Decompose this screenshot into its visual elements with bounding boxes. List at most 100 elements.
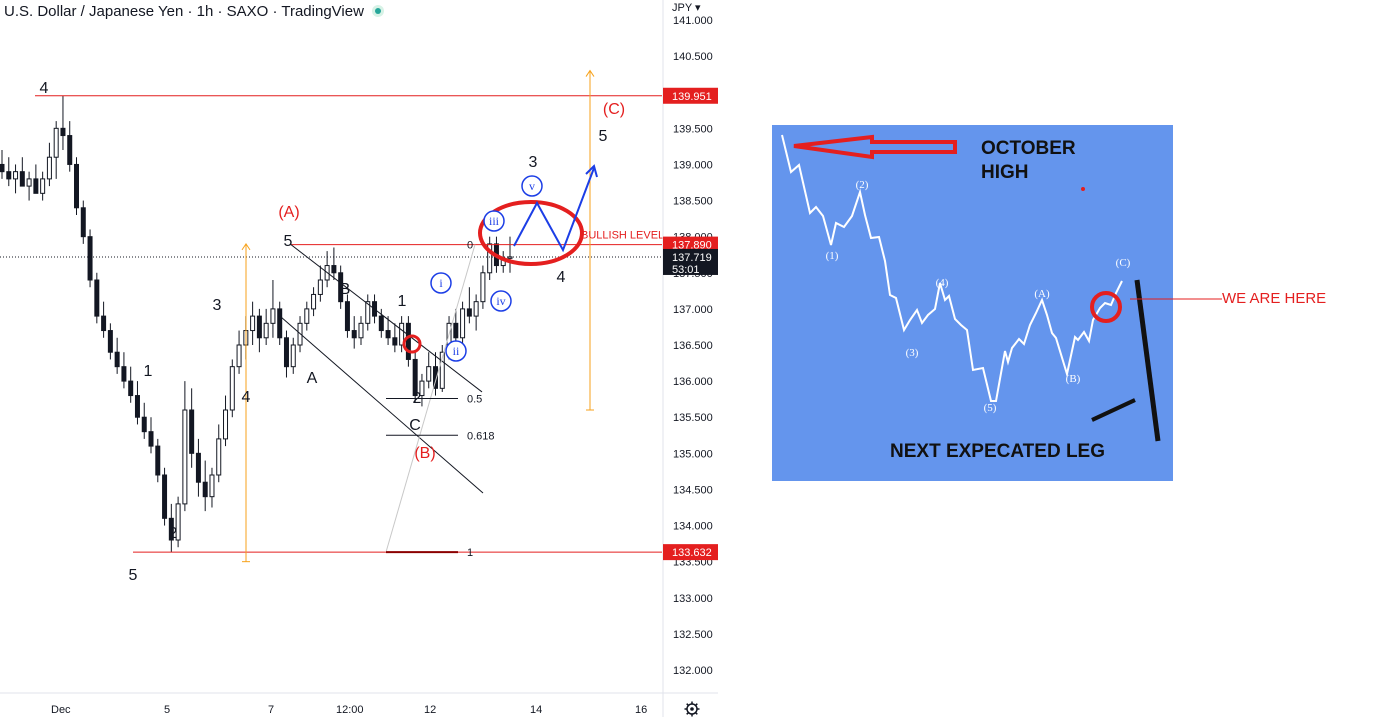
candle [26, 171, 32, 201]
candle [405, 316, 411, 367]
candle [317, 265, 323, 302]
wave-label: 2 [413, 390, 422, 407]
wave-label: 3 [529, 154, 538, 171]
candle [6, 157, 12, 187]
svg-text:53:01: 53:01 [672, 264, 700, 276]
candle [209, 467, 215, 508]
candle [385, 316, 391, 345]
marker-circle [402, 334, 422, 354]
svg-text:iv: iv [496, 294, 505, 308]
wave-label: 1 [144, 363, 153, 380]
y-tick-label: 136.000 [673, 376, 713, 388]
candle [223, 395, 229, 447]
projection-arrow-right[interactable] [585, 69, 595, 411]
x-tick-label: 16 [635, 704, 647, 716]
candle [195, 438, 201, 497]
inset-wave-label: (C) [1116, 257, 1131, 269]
subwave-circle-label: i [430, 272, 452, 294]
candle [283, 330, 289, 378]
y-tick-label: 137.000 [673, 304, 713, 316]
candle [94, 272, 100, 324]
candle [439, 345, 445, 392]
subwave-circle-label: v [521, 175, 543, 197]
candle [487, 236, 493, 280]
y-tick-label: 132.500 [673, 629, 713, 641]
inset-wave-label: (5) [984, 402, 997, 414]
projection-arrow-left[interactable] [241, 242, 251, 563]
we-are-here-callout [1130, 298, 1222, 300]
price-tag[interactable]: 139.951 [663, 87, 718, 104]
fib-label: 0.618 [467, 430, 495, 442]
candle [365, 294, 371, 331]
inset-wave-label: (B) [1066, 373, 1081, 385]
next-leg-line [1134, 279, 1161, 442]
candle [53, 121, 59, 179]
svg-text:iii: iii [489, 214, 500, 228]
wave-label-red: (C) [603, 101, 625, 118]
candle [175, 496, 181, 548]
inset-wave-label: (A) [1034, 288, 1050, 300]
candle [500, 251, 506, 273]
bullish-level-label: BULLISH LEVEL [581, 230, 664, 242]
candle [277, 301, 283, 345]
candle [250, 301, 256, 345]
x-tick-label: 7 [268, 704, 274, 716]
candle [263, 308, 269, 345]
wave-label: 3 [213, 297, 222, 314]
market-status-icon [371, 5, 384, 17]
price-axis[interactable]: JPY ▾141.000140.500140.000139.500139.000… [662, 0, 718, 717]
candle [13, 164, 19, 194]
candle [107, 323, 113, 360]
svg-text:i: i [439, 276, 443, 290]
fib-label: 1 [467, 547, 473, 559]
wave-label: 2 [169, 525, 178, 542]
candle [121, 352, 127, 389]
channel-lower-line[interactable] [279, 315, 484, 494]
chart-title: U.S. Dollar / Japanese Yen · 1h · SAXO ·… [4, 3, 384, 20]
candle [392, 323, 398, 353]
candle [168, 503, 174, 553]
next-leg-short-line [1091, 398, 1136, 422]
svg-text:ii: ii [453, 344, 460, 358]
y-tick-label: 134.500 [673, 484, 713, 496]
currency-label[interactable]: JPY ▾ [672, 2, 701, 14]
y-tick-label: 140.500 [673, 51, 713, 63]
candle [155, 438, 161, 483]
candle [351, 316, 357, 349]
candle [128, 366, 134, 403]
candle [182, 381, 188, 512]
candle [432, 352, 438, 396]
elliott-wave-inset: OCTOBER HIGH (1) (2) (3) (4) (5) (A) (B) (C) NEXT … [772, 125, 1173, 481]
title-text: U.S. Dollar / Japanese Yen · 1h · SAXO ·… [4, 3, 364, 20]
we-are-here-label: WE ARE HERE [1222, 290, 1327, 307]
candle [311, 287, 317, 317]
price-tag[interactable]: 133.632 [663, 544, 718, 561]
subwave-circle-label: ii [445, 340, 467, 362]
candle [229, 359, 235, 418]
inset-title-line1: OCTOBER [981, 138, 1076, 159]
candle [256, 308, 262, 353]
wave-label: 4 [242, 389, 251, 406]
y-tick-label: 133.000 [673, 593, 713, 605]
candle [40, 171, 46, 201]
candle [358, 316, 364, 345]
settings-gear-icon[interactable] [684, 701, 700, 717]
candle [148, 417, 154, 454]
candle [74, 157, 80, 215]
candle [202, 460, 208, 512]
inset-title-line2: HIGH [981, 162, 1029, 183]
wave-label: 4 [40, 80, 49, 97]
svg-text:139.951: 139.951 [672, 91, 712, 103]
price-tag[interactable]: 137.890 [663, 236, 718, 253]
projection-path [513, 164, 598, 253]
channel-upper-line[interactable] [289, 243, 483, 393]
next-leg-label: NEXT EXPECATED LEG [890, 441, 1105, 462]
candle [331, 247, 337, 280]
candle [189, 388, 195, 468]
candle [507, 236, 513, 273]
svg-text:v: v [529, 179, 535, 193]
time-axis[interactable]: Dec 5 7 12:00 12 14 16 [0, 692, 718, 717]
y-tick-label: 141.000 [673, 15, 713, 27]
